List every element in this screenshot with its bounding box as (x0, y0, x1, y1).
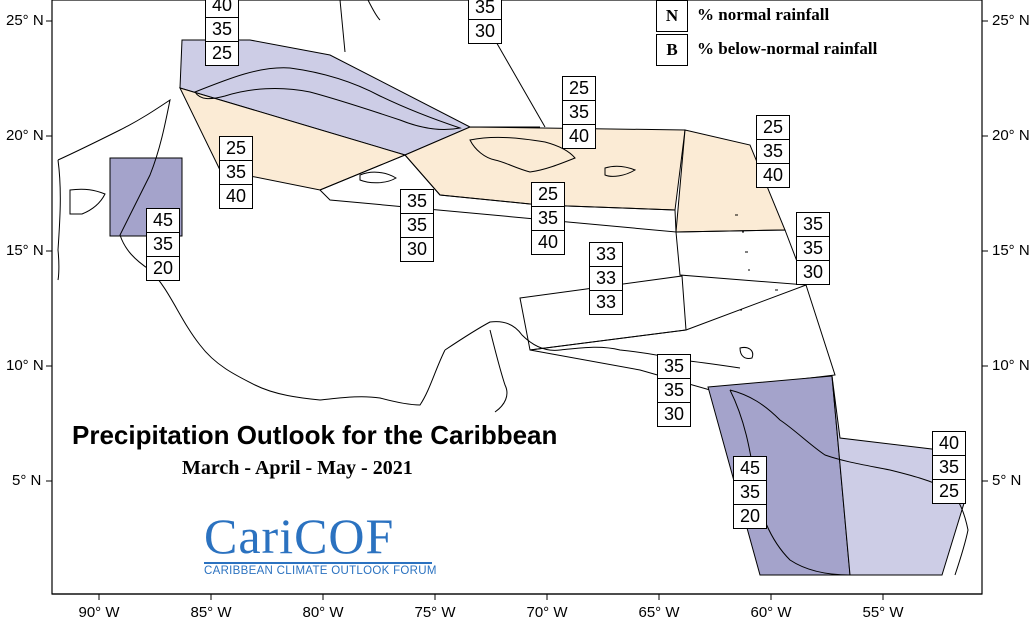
prob-box-caribbean-sea-north: 25 35 40 (531, 182, 565, 255)
lon-label-60: 60° W (750, 604, 792, 621)
prob-above: 45 (734, 457, 766, 481)
region-jamaica (319, 154, 677, 233)
prob-below: 30 (802, 262, 824, 282)
prob-below: 40 (762, 165, 784, 185)
prob-box-leeward-islands: 25 35 40 (756, 115, 790, 188)
prob-above: 25 (563, 77, 595, 101)
prob-below: 33 (595, 292, 617, 312)
lat-label-15-left: 15° N (6, 242, 44, 259)
prob-below: 20 (152, 258, 174, 278)
prob-below: 30 (663, 404, 685, 424)
legend-key-below: B (656, 34, 688, 66)
prob-below: 30 (474, 21, 496, 41)
map-subtitle: March - April - May - 2021 (182, 457, 413, 479)
prob-box-trinidad: 35 35 30 (657, 354, 691, 427)
lat-label-25-left: 25° N (6, 12, 44, 29)
prob-below: 25 (938, 481, 960, 501)
lat-label-5-left: 5° N (12, 472, 42, 489)
lon-label-65: 65° W (638, 604, 680, 621)
prob-normal: 33 (590, 267, 622, 291)
legend-key-normal: N (656, 0, 688, 32)
lat-label-25-right: 25° N (992, 12, 1030, 29)
legend-text-normal: % normal rainfall (697, 5, 830, 24)
prob-above: 40 (206, 0, 238, 18)
map-title: Precipitation Outlook for the Caribbean (72, 420, 558, 450)
prob-normal: 35 (734, 481, 766, 505)
prob-normal: 35 (658, 379, 690, 403)
prob-above: 35 (797, 213, 829, 237)
prob-below: 25 (211, 43, 233, 63)
prob-above: 40 (933, 432, 965, 456)
prob-above: 35 (401, 190, 433, 214)
lon-label-55: 55° W (862, 604, 904, 621)
prob-box-suriname-guiana: 40 35 25 (932, 431, 966, 504)
prob-box-abc-islands: 33 33 33 (589, 242, 623, 315)
lon-label-70: 70° W (526, 604, 568, 621)
lon-label-85: 85° W (190, 604, 232, 621)
lat-label-5-right: 5° N (992, 472, 1022, 489)
region-windward (675, 229, 807, 286)
prob-below: 40 (568, 126, 590, 146)
prob-above: 25 (220, 137, 252, 161)
prob-box-belize: 45 35 20 (146, 208, 180, 281)
prob-normal: 35 (532, 207, 564, 231)
logo-rule (204, 562, 432, 564)
prob-normal: 35 (563, 101, 595, 125)
lon-label-75: 75° W (414, 604, 456, 621)
prob-below: 40 (537, 232, 559, 252)
prob-box-jamaica: 35 35 30 (400, 189, 434, 262)
prob-normal: 35 (469, 0, 501, 20)
lon-label-80: 80° W (302, 604, 344, 621)
lat-label-10-left: 10° N (6, 357, 44, 374)
lon-label-90: 90° W (78, 604, 120, 621)
lat-label-20-left: 20° N (6, 127, 44, 144)
prob-above: 45 (147, 209, 179, 233)
axis-ticks (46, 20, 988, 600)
prob-normal: 35 (757, 140, 789, 164)
prob-box-guyana: 45 35 20 (733, 456, 767, 529)
prob-box-bahamas-east: 35 30 (468, 0, 502, 44)
prob-below: 20 (739, 506, 761, 526)
legend-text-below: % below-normal rainfall (697, 39, 878, 58)
caricof-logo: CariCOF (204, 508, 395, 564)
prob-above: 25 (532, 183, 564, 207)
prob-below: 40 (225, 186, 247, 206)
caricof-tagline: CARIBBEAN CLIMATE OUTLOOK FORUM (204, 565, 437, 577)
forecast-regions (109, 0, 966, 576)
lat-label-10-right: 10° N (992, 357, 1030, 374)
region-guyana (707, 375, 851, 576)
prob-normal: 35 (220, 161, 252, 185)
prob-above: 25 (757, 116, 789, 140)
prob-box-windward-islands: 35 35 30 (796, 212, 830, 285)
prob-normal: 35 (147, 233, 179, 257)
prob-above: 33 (590, 243, 622, 267)
prob-box-cuba-west: 25 35 40 (219, 136, 253, 209)
prob-normal: 35 (797, 237, 829, 261)
prob-normal: 35 (206, 18, 238, 42)
lat-label-15-right: 15° N (992, 242, 1030, 259)
prob-normal: 35 (401, 214, 433, 238)
prob-box-hispaniola-pr: 25 35 40 (562, 76, 596, 149)
prob-below: 30 (406, 239, 428, 259)
lat-label-20-right: 20° N (992, 127, 1030, 144)
prob-above: 35 (658, 355, 690, 379)
prob-normal: 35 (933, 456, 965, 480)
prob-box-bahamas-west: 40 35 25 (205, 0, 239, 66)
